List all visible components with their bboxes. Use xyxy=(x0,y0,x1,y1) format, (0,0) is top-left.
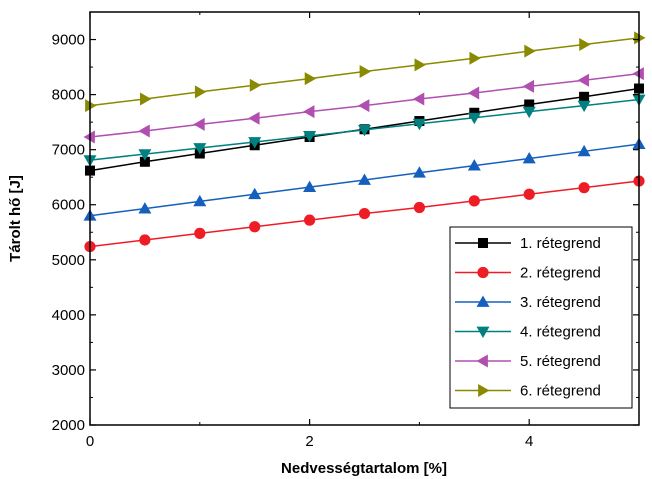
data-point-5-r-tegrend-5 xyxy=(358,99,370,113)
y-tick-label-9000: 9000 xyxy=(52,32,85,49)
data-point-5-r-tegrend-9 xyxy=(577,73,589,87)
data-point-4-r-tegrend-3 xyxy=(248,137,262,149)
data-point-5-r-tegrend-6 xyxy=(412,92,425,106)
x-tick-label-4: 4 xyxy=(525,433,533,450)
y-tick-label-3000: 3000 xyxy=(52,362,85,379)
series-4-r-tegrend xyxy=(83,94,646,167)
data-point-3-r-tegrend-4 xyxy=(303,180,317,192)
legend-marker-1-r-tegrend xyxy=(478,238,488,248)
ticks-layer: 2000 3000 4000 5000 6000 7000 8000 9000 0 2 4 xyxy=(52,12,640,450)
data-point-5-r-tegrend-4 xyxy=(303,105,315,119)
data-point-4-r-tegrend-7 xyxy=(467,112,481,125)
data-point-1-r-tegrend-1 xyxy=(139,156,150,167)
data-point-4-r-tegrend-2 xyxy=(193,143,207,155)
data-point-3-r-tegrend-1 xyxy=(138,202,152,214)
x-tick-label-2: 2 xyxy=(305,433,313,450)
data-point-4-r-tegrend-8 xyxy=(522,106,536,119)
data-point-5-r-tegrend-10 xyxy=(632,67,644,81)
data-point-6-r-tegrend-10 xyxy=(634,31,646,45)
data-point-4-r-tegrend-4 xyxy=(303,131,317,143)
data-point-3-r-tegrend-2 xyxy=(193,194,207,207)
data-point-2-r-tegrend-2 xyxy=(194,227,206,239)
y-tick-label-6000: 6000 xyxy=(52,197,85,214)
legend-marker-6-r-tegrend xyxy=(478,384,490,397)
data-point-3-r-tegrend-5 xyxy=(358,173,371,185)
data-point-3-r-tegrend-7 xyxy=(467,159,481,171)
data-point-3-r-tegrend-3 xyxy=(248,187,262,200)
data-point-2-r-tegrend-9 xyxy=(578,182,590,194)
legend: 1. rétegrend 2. rétegrend 3. rétegrend 4. r… xyxy=(449,226,633,409)
data-point-2-r-tegrend-3 xyxy=(249,221,261,233)
data-point-6-r-tegrend-9 xyxy=(579,37,591,51)
y-tick-label-5000: 5000 xyxy=(52,252,85,269)
y-tick-label-2000: 2000 xyxy=(52,417,85,434)
data-point-5-r-tegrend-8 xyxy=(522,79,535,93)
y-axis-label: Tárolt hő [J] xyxy=(7,175,24,262)
data-point-2-r-tegrend-6 xyxy=(413,201,425,214)
series-2-r-tegrend xyxy=(84,175,645,253)
legend-marker-4-r-tegrend xyxy=(476,326,490,338)
data-point-3-r-tegrend-9 xyxy=(577,144,591,157)
legend-marker-2-r-tegrend xyxy=(477,266,489,279)
series-3-r-tegrend xyxy=(83,137,646,221)
data-point-5-r-tegrend-0 xyxy=(83,130,95,144)
data-point-4-r-tegrend-9 xyxy=(577,100,591,113)
data-point-6-r-tegrend-4 xyxy=(304,72,317,86)
legend-label-5-r-tegrend: 5. rétegrend xyxy=(520,353,601,370)
data-point-6-r-tegrend-0 xyxy=(85,99,97,113)
data-point-6-r-tegrend-5 xyxy=(359,64,371,78)
y-tick-label-7000: 7000 xyxy=(52,142,85,159)
legend-item-3-r-tegrend: 3. rétegrend xyxy=(455,294,601,311)
data-point-1-r-tegrend-9 xyxy=(579,91,590,102)
legend-item-6-r-tegrend: 6. rétegrend xyxy=(455,383,601,400)
data-point-2-r-tegrend-4 xyxy=(304,214,316,226)
data-point-6-r-tegrend-2 xyxy=(194,85,207,99)
data-point-6-r-tegrend-1 xyxy=(140,92,152,106)
data-point-1-r-tegrend-7 xyxy=(469,107,480,118)
data-point-3-r-tegrend-6 xyxy=(412,166,426,178)
legend-item-5-r-tegrend: 5. rétegrend xyxy=(455,353,601,370)
data-point-5-r-tegrend-2 xyxy=(193,117,205,131)
legend-marker-5-r-tegrend xyxy=(476,354,488,368)
y-tick-label-4000: 4000 xyxy=(52,307,85,324)
legend-marker-3-r-tegrend xyxy=(476,295,490,307)
legend-label-2-r-tegrend: 2. rétegrend xyxy=(520,265,601,282)
legend-item-1-r-tegrend: 1. rétegrend xyxy=(455,235,601,252)
data-point-2-r-tegrend-1 xyxy=(139,234,151,246)
x-axis-label: Nedvességtartalom [%] xyxy=(281,460,447,477)
data-point-1-r-tegrend-8 xyxy=(524,99,535,110)
legend-label-4-r-tegrend: 4. rétegrend xyxy=(520,324,601,341)
data-point-4-r-tegrend-6 xyxy=(412,118,426,131)
plot-frame xyxy=(89,11,640,426)
legend-label-3-r-tegrend: 3. rétegrend xyxy=(520,294,601,311)
series-5-r-tegrend xyxy=(83,67,644,144)
data-point-5-r-tegrend-7 xyxy=(467,86,480,100)
x-tick-label-0: 0 xyxy=(86,433,94,450)
data-point-6-r-tegrend-6 xyxy=(414,58,426,72)
data-point-6-r-tegrend-3 xyxy=(249,78,262,92)
data-point-5-r-tegrend-1 xyxy=(138,124,150,138)
data-point-4-r-tegrend-1 xyxy=(138,149,152,161)
data-point-2-r-tegrend-5 xyxy=(358,207,371,220)
data-point-2-r-tegrend-8 xyxy=(523,188,535,200)
data-point-6-r-tegrend-7 xyxy=(469,51,481,65)
series-layer xyxy=(83,31,646,253)
legend-box xyxy=(449,226,633,409)
y-tick-label-8000: 8000 xyxy=(52,87,85,104)
data-point-2-r-tegrend-7 xyxy=(468,195,480,207)
data-point-5-r-tegrend-3 xyxy=(248,111,260,125)
series-6-r-tegrend xyxy=(85,31,646,113)
legend-item-4-r-tegrend: 4. rétegrend xyxy=(455,324,601,341)
data-point-3-r-tegrend-8 xyxy=(522,151,536,164)
legend-label-1-r-tegrend: 1. rétegrend xyxy=(520,235,601,252)
legend-label-6-r-tegrend: 6. rétegrend xyxy=(520,383,601,400)
data-point-4-r-tegrend-5 xyxy=(358,124,371,137)
legend-item-2-r-tegrend: 2. rétegrend xyxy=(455,265,601,282)
data-point-6-r-tegrend-8 xyxy=(524,44,536,58)
